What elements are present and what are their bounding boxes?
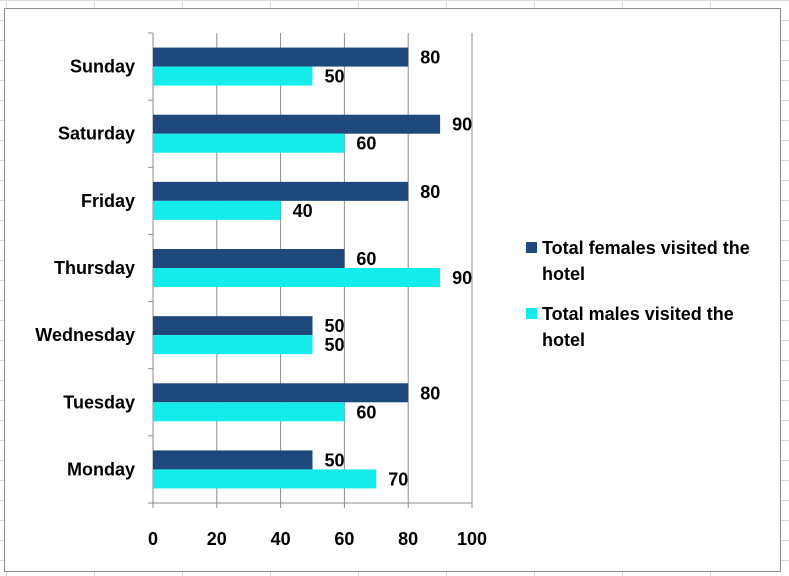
bar-females	[153, 47, 409, 67]
bar-males	[153, 200, 281, 220]
bar-males	[153, 268, 441, 287]
y-tick-label: Monday	[67, 459, 135, 479]
data-label: 50	[325, 67, 345, 87]
x-tick-label: 100	[457, 529, 487, 549]
bar-females	[153, 383, 409, 403]
data-label: 80	[420, 182, 440, 202]
data-label: 50	[325, 335, 345, 355]
data-label: 50	[325, 450, 345, 470]
y-tick-label: Sunday	[70, 57, 135, 77]
legend-item-males: Total males visited the hotel	[526, 301, 776, 353]
chart-area[interactable]	[4, 8, 781, 572]
y-tick-label: Wednesday	[35, 325, 135, 345]
legend-label-males: Total males visited the hotel	[542, 304, 734, 350]
data-label: 70	[388, 469, 408, 489]
x-tick-label: 40	[271, 529, 291, 549]
y-tick-label: Thursday	[54, 258, 135, 278]
data-label: 80	[420, 48, 440, 68]
bar-males	[153, 335, 313, 355]
chart-legend[interactable]: Total females visited the hotel Total ma…	[526, 235, 776, 367]
data-label: 60	[356, 402, 376, 422]
bar-females	[153, 316, 313, 336]
y-tick-label: Tuesday	[63, 392, 135, 412]
bar-males	[153, 469, 377, 489]
legend-item-females: Total females visited the hotel	[526, 235, 776, 287]
bar-males	[153, 66, 313, 86]
y-tick-label: Saturday	[58, 124, 135, 144]
data-label: 40	[293, 201, 313, 221]
bar-males	[153, 133, 345, 153]
bar-females	[153, 114, 441, 134]
bar-females	[153, 249, 345, 268]
x-tick-label: 80	[398, 529, 418, 549]
bar-females	[153, 450, 313, 470]
data-label: 80	[420, 383, 440, 403]
bar-males	[153, 402, 345, 422]
data-label: 50	[325, 316, 345, 336]
x-tick-label: 60	[334, 529, 354, 549]
legend-label-females: Total females visited the hotel	[542, 238, 750, 284]
data-label: 90	[452, 115, 472, 135]
legend-swatch-males	[526, 308, 537, 319]
y-tick-label: Friday	[81, 191, 135, 211]
x-tick-label: 0	[148, 529, 158, 549]
data-label: 60	[356, 134, 376, 154]
data-label: 90	[452, 268, 472, 288]
data-label: 60	[356, 249, 376, 269]
x-tick-label: 20	[207, 529, 227, 549]
legend-swatch-females	[526, 242, 537, 253]
bar-females	[153, 181, 409, 201]
